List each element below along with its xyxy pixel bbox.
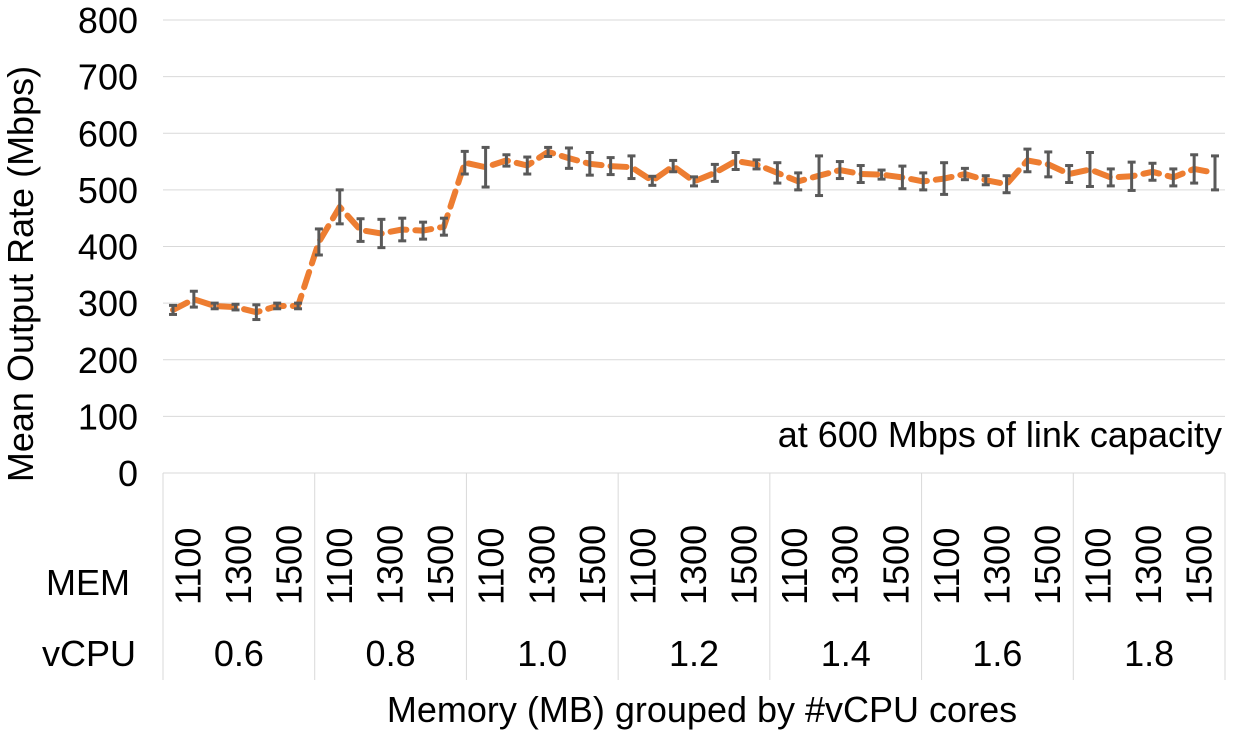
mem-tick-label: 1300 (976, 525, 1017, 605)
y-tick-label: 800 (78, 0, 138, 41)
mem-tick-label: 1100 (622, 528, 663, 605)
vcpu-row-label: vCPU (42, 633, 136, 674)
vcpu-group-label: 1.6 (972, 633, 1022, 674)
mem-tick-label: 1100 (471, 528, 512, 605)
series-layer (169, 145, 1219, 322)
y-tick-label: 400 (78, 227, 138, 268)
x-axis-label: Memory (MB) grouped by #vCPU cores (387, 689, 1017, 730)
mem-tick-label: 1500 (420, 525, 461, 605)
vcpu-group-label: 1.4 (821, 633, 871, 674)
mem-tick-label: 1500 (1027, 525, 1068, 605)
mem-tick-label: 1500 (572, 525, 613, 605)
y-axis-ticks: 0 100 200 300 400 500 600 700 800 (78, 0, 138, 494)
mem-tick-label: 1300 (370, 525, 411, 605)
y-tick-label: 300 (78, 283, 138, 324)
mem-tick-label: 1500 (875, 525, 916, 605)
y-axis-label: Mean Output Rate (Mbps) (0, 66, 41, 482)
mem-tick-label: 1500 (268, 525, 309, 605)
y-tick-label: 500 (78, 170, 138, 211)
vcpu-group-label: 1.2 (669, 633, 719, 674)
mem-tick-label: 1100 (1078, 528, 1119, 605)
mem-tick-label: 1100 (774, 528, 815, 605)
vcpu-group-label: 0.8 (366, 633, 416, 674)
y-tick-label: 100 (78, 396, 138, 437)
y-tick-label: 600 (78, 113, 138, 154)
gridlines (163, 19, 1225, 474)
mem-tick-label: 1300 (218, 525, 259, 605)
y-tick-label: 200 (78, 340, 138, 381)
mem-tick-label: 1300 (1128, 525, 1169, 605)
mem-tick-label: 1300 (673, 525, 714, 605)
mem-row-label: MEM (46, 562, 130, 603)
annotation-text: at 600 Mbps of link capacity (778, 414, 1222, 455)
y-tick-label: 700 (78, 57, 138, 98)
mem-tick-label: 1300 (521, 525, 562, 605)
mem-tick-label: 1100 (167, 528, 208, 605)
mem-tick-label: 1100 (926, 528, 967, 605)
mem-tick-label: 1100 (319, 528, 360, 605)
y-tick-label: 0 (118, 453, 138, 494)
mem-tick-label: 1500 (724, 525, 765, 605)
vcpu-group-label: 0.6 (214, 633, 264, 674)
mem-tick-label: 1300 (825, 525, 866, 605)
mem-tick-label: 1500 (1179, 525, 1220, 605)
vcpu-group-label: 1.8 (1124, 633, 1174, 674)
vcpu-group-label: 1.0 (517, 633, 567, 674)
